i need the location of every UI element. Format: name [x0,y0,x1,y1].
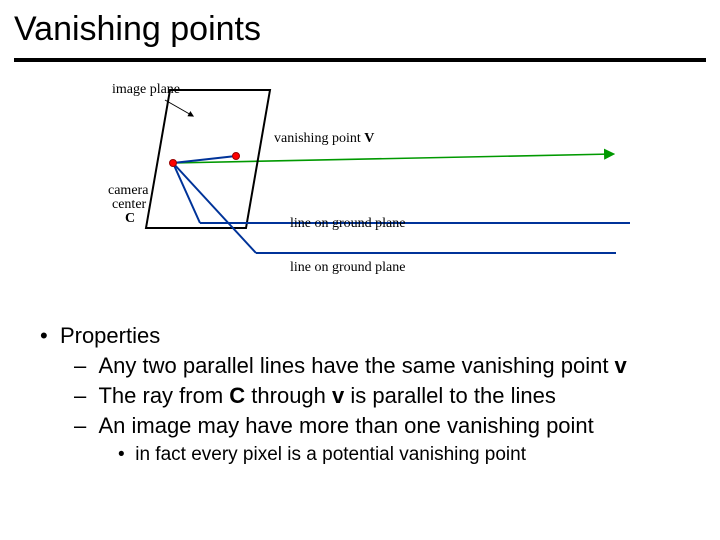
slide-root: Vanishing points [0,0,720,540]
slide-title: Vanishing points [14,10,261,49]
bullet-subsub-1-text: in fact every pixel is a potential vanis… [135,444,526,465]
image-plane-arrow [165,100,193,116]
bullet-sub-2-v: v [332,383,344,408]
bullet-sub-1-text: Any two parallel lines have the same van… [98,353,614,378]
camera-center-point [170,160,177,167]
persp-line-3 [173,163,256,253]
bullet-list: • Properties – Any two parallel lines ha… [40,322,700,467]
label-ground-2: line on ground plane [290,260,405,276]
bullet-subsub-1: • in fact every pixel is a potential van… [40,443,700,467]
label-vanishing-var: V [364,131,374,146]
bullet-sub-1-v: v [615,353,627,378]
bullet-sub-3-text: An image may have more than one vanishin… [98,413,593,438]
label-camera-c: C [125,211,135,227]
bullet-sub-2-p1: The ray from [98,383,229,408]
label-image-plane: image plane [112,82,180,98]
bullet-sub-2-mid: through [245,383,332,408]
label-vanishing-point: vanishing point V [274,131,374,147]
persp-line-2 [173,163,200,223]
bullet-properties-text: Properties [60,323,160,348]
bullet-properties: • Properties [40,322,700,350]
bullet-sub-3: – An image may have more than one vanish… [40,412,700,440]
bullet-sub-2-suf: is parallel to the lines [344,383,556,408]
label-ground-1: line on ground plane [290,216,405,232]
label-vanishing-prefix: vanishing point [274,131,364,146]
bullet-sub-2: – The ray from C through v is parallel t… [40,382,700,410]
bullet-sub-1: – Any two parallel lines have the same v… [40,352,700,380]
vanishing-point-dot [233,153,240,160]
bullet-sub-2-c: C [229,383,245,408]
vanishing-point-diagram: image plane vanishing point V camera cen… [0,58,720,298]
